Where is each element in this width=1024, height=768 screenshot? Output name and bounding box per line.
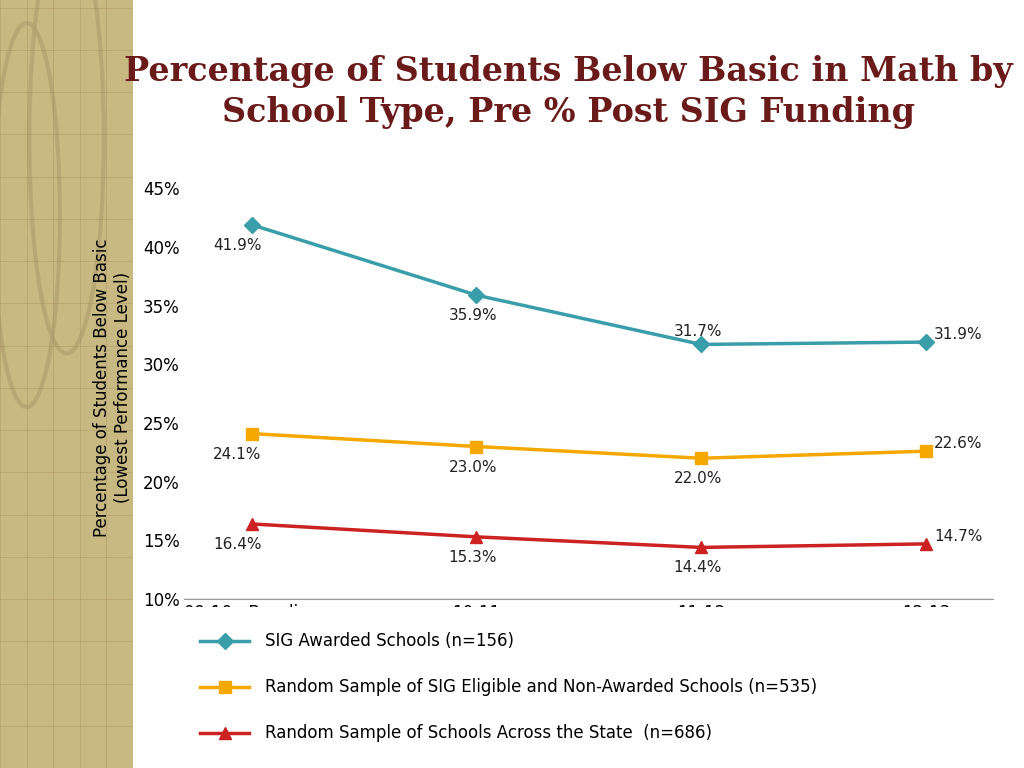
Text: 35.9%: 35.9% bbox=[449, 308, 498, 323]
Text: 22.6%: 22.6% bbox=[934, 436, 983, 452]
Random Sample of SIG Eligible and Non-Awarded Schools (n=535) bbox=[920, 447, 932, 456]
Text: SIG Awarded Schools (n=156): SIG Awarded Schools (n=156) bbox=[265, 631, 514, 650]
SIG Awarded Schools (n=156) bbox=[695, 339, 708, 349]
Random Sample of Schools Across the State  (n=686) bbox=[470, 532, 482, 541]
Text: 14.7%: 14.7% bbox=[934, 529, 983, 544]
Text: 24.1%: 24.1% bbox=[213, 447, 261, 462]
SIG Awarded Schools (n=156) bbox=[920, 337, 932, 346]
Line: SIG Awarded Schools (n=156): SIG Awarded Schools (n=156) bbox=[246, 219, 932, 350]
Text: 41.9%: 41.9% bbox=[213, 238, 261, 253]
Text: 15.3%: 15.3% bbox=[449, 550, 498, 564]
Text: Random Sample of Schools Across the State  (n=686): Random Sample of Schools Across the Stat… bbox=[265, 723, 713, 742]
Random Sample of Schools Across the State  (n=686) bbox=[695, 543, 708, 552]
X-axis label: Academic Year: Academic Year bbox=[508, 633, 670, 652]
SIG Awarded Schools (n=156) bbox=[246, 220, 258, 230]
Text: 14.4%: 14.4% bbox=[674, 561, 722, 575]
Y-axis label: Percentage of Students Below Basic
(Lowest Performance Level): Percentage of Students Below Basic (Lowe… bbox=[93, 239, 132, 537]
Text: Percentage of Students Below Basic in Math by
School Type, Pre % Post SIG Fundin: Percentage of Students Below Basic in Ma… bbox=[124, 55, 1013, 129]
Random Sample of Schools Across the State  (n=686) bbox=[920, 539, 932, 548]
Line: Random Sample of Schools Across the State  (n=686): Random Sample of Schools Across the Stat… bbox=[246, 518, 932, 553]
Text: 22.0%: 22.0% bbox=[674, 472, 722, 486]
Text: 16.4%: 16.4% bbox=[213, 537, 261, 552]
Text: Random Sample of SIG Eligible and Non-Awarded Schools (n=535): Random Sample of SIG Eligible and Non-Aw… bbox=[265, 677, 817, 696]
Text: 23.0%: 23.0% bbox=[449, 459, 498, 475]
Text: 31.9%: 31.9% bbox=[934, 327, 983, 343]
Random Sample of SIG Eligible and Non-Awarded Schools (n=535) bbox=[246, 429, 258, 439]
Random Sample of SIG Eligible and Non-Awarded Schools (n=535) bbox=[695, 454, 708, 463]
Line: Random Sample of SIG Eligible and Non-Awarded Schools (n=535): Random Sample of SIG Eligible and Non-Aw… bbox=[246, 428, 932, 464]
Random Sample of SIG Eligible and Non-Awarded Schools (n=535) bbox=[470, 442, 482, 451]
Text: 31.7%: 31.7% bbox=[674, 324, 722, 339]
SIG Awarded Schools (n=156) bbox=[470, 290, 482, 300]
Random Sample of Schools Across the State  (n=686) bbox=[246, 519, 258, 528]
